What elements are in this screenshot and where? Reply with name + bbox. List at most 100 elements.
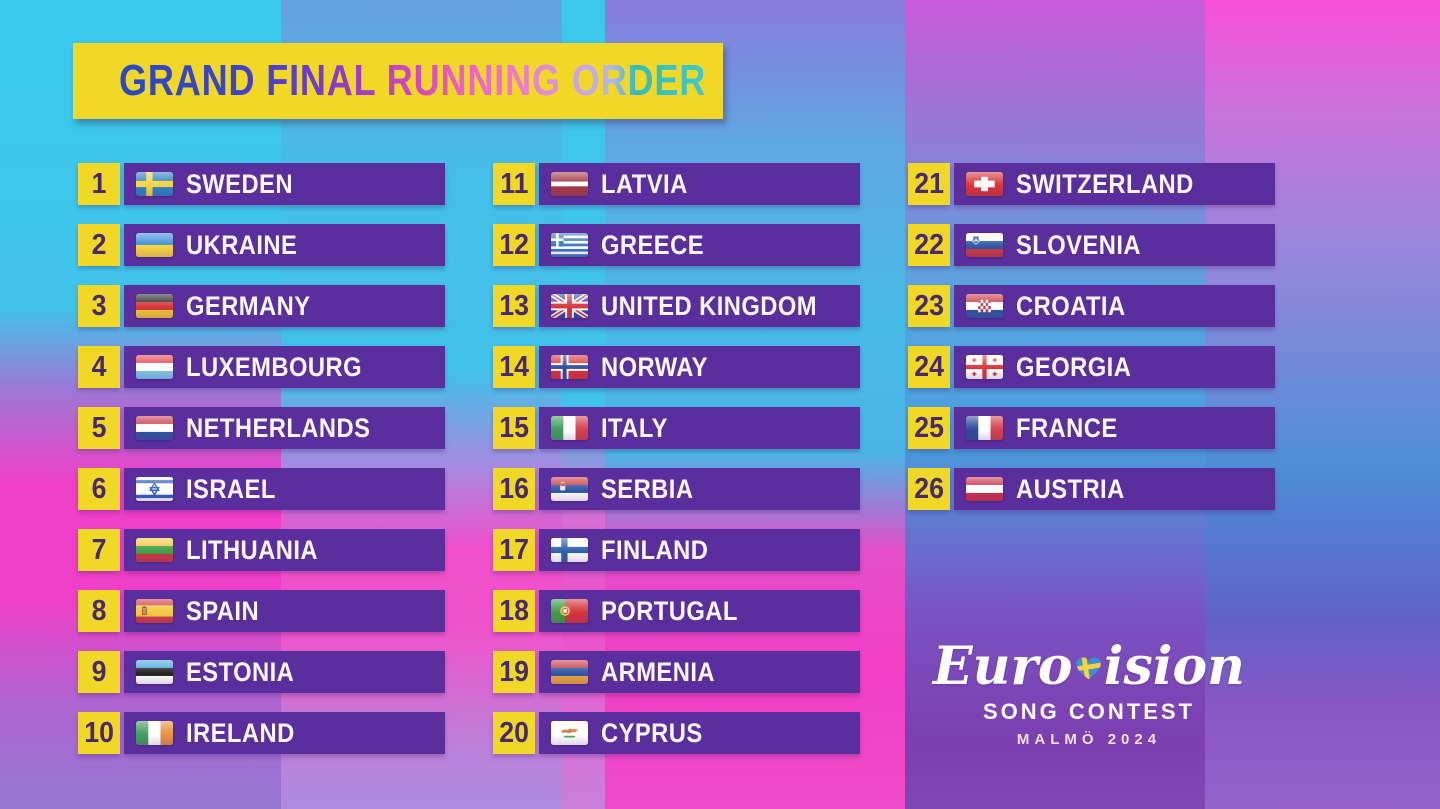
entry-bar: AUSTRIA bbox=[954, 468, 1275, 510]
entry-bar: FINLAND bbox=[539, 529, 860, 571]
ukraine-flag-icon bbox=[136, 233, 173, 257]
entry-number: 3 bbox=[78, 285, 120, 327]
greece-flag-icon bbox=[551, 233, 588, 257]
entry-number: 13 bbox=[493, 285, 535, 327]
entry-row: 17 FINLAND bbox=[493, 529, 860, 571]
entry-bar: UKRAINE bbox=[124, 224, 445, 266]
title-banner: GRAND FINAL RUNNING ORDER bbox=[73, 43, 723, 119]
entry-bar: ITALY bbox=[539, 407, 860, 449]
entry-number: 4 bbox=[78, 346, 120, 388]
country-label: SPAIN bbox=[186, 595, 260, 626]
entry-bar: ISRAEL bbox=[124, 468, 445, 510]
entry-bar: FRANCE bbox=[954, 407, 1275, 449]
entry-bar: SPAIN bbox=[124, 590, 445, 632]
entry-row: 16 SERBIA bbox=[493, 468, 860, 510]
united-kingdom-flag-icon bbox=[551, 294, 588, 318]
country-label: FRANCE bbox=[1016, 412, 1118, 443]
netherlands-flag-icon bbox=[136, 416, 173, 440]
entry-number: 10 bbox=[78, 712, 120, 754]
country-label: GEORGIA bbox=[1016, 351, 1132, 382]
entry-number: 11 bbox=[493, 163, 535, 205]
country-label: SWEDEN bbox=[186, 168, 293, 199]
entry-number: 20 bbox=[493, 712, 535, 754]
eurovision-logo: Euro ision SONG CONTEST MALMÖ 2024 bbox=[933, 641, 1245, 749]
entry-row: 4 LUXEMBOURG bbox=[78, 346, 445, 388]
entry-bar: ARMENIA bbox=[539, 651, 860, 693]
entry-row: 15 ITALY bbox=[493, 407, 860, 449]
entry-number: 14 bbox=[493, 346, 535, 388]
entry-bar: UNITED KINGDOM bbox=[539, 285, 860, 327]
entry-row: 23 CROATIA bbox=[908, 285, 1275, 327]
entry-bar: SWEDEN bbox=[124, 163, 445, 205]
entry-number: 26 bbox=[908, 468, 950, 510]
entry-number: 2 bbox=[78, 224, 120, 266]
entry-bar: LITHUANIA bbox=[124, 529, 445, 571]
entry-row: 9 ESTONIA bbox=[78, 651, 445, 693]
slovenia-flag-icon bbox=[966, 233, 1003, 257]
entry-number: 1 bbox=[78, 163, 120, 205]
entry-number: 24 bbox=[908, 346, 950, 388]
lithuania-flag-icon bbox=[136, 538, 173, 562]
switzerland-flag-icon bbox=[966, 172, 1003, 196]
cyprus-flag-icon bbox=[551, 721, 588, 745]
entry-row: 24 GEORGIA bbox=[908, 346, 1275, 388]
entry-number: 17 bbox=[493, 529, 535, 571]
serbia-flag-icon bbox=[551, 477, 588, 501]
italy-flag-icon bbox=[551, 416, 588, 440]
entry-row: 26 AUSTRIA bbox=[908, 468, 1275, 510]
portugal-flag-icon bbox=[551, 599, 588, 623]
entry-bar: GERMANY bbox=[124, 285, 445, 327]
spain-flag-icon bbox=[136, 599, 173, 623]
entry-bar: LATVIA bbox=[539, 163, 860, 205]
entry-bar: CROATIA bbox=[954, 285, 1275, 327]
entry-bar: SWITZERLAND bbox=[954, 163, 1275, 205]
song-contest-label: SONG CONTEST bbox=[982, 699, 1195, 724]
entry-bar: NORWAY bbox=[539, 346, 860, 388]
armenia-flag-icon bbox=[551, 660, 588, 684]
entry-row: 20 CYPRUS bbox=[493, 712, 860, 754]
entry-number: 23 bbox=[908, 285, 950, 327]
germany-flag-icon bbox=[136, 294, 173, 318]
norway-flag-icon bbox=[551, 355, 588, 379]
country-label: CYPRUS bbox=[601, 717, 703, 748]
country-label: ESTONIA bbox=[186, 656, 295, 687]
georgia-flag-icon bbox=[966, 355, 1003, 379]
country-label: GERMANY bbox=[186, 290, 311, 321]
sweden-flag-icon bbox=[136, 172, 173, 196]
country-label: LATVIA bbox=[601, 168, 688, 199]
latvia-flag-icon bbox=[551, 172, 588, 196]
country-label: LITHUANIA bbox=[186, 534, 318, 565]
entry-row: 18 PORTUGAL bbox=[493, 590, 860, 632]
entry-number: 22 bbox=[908, 224, 950, 266]
country-label: UKRAINE bbox=[186, 229, 298, 260]
entry-bar: GEORGIA bbox=[954, 346, 1275, 388]
israel-flag-icon bbox=[136, 477, 173, 501]
country-label: NORWAY bbox=[601, 351, 708, 382]
swedish-flag-heart-icon bbox=[1075, 657, 1101, 680]
entry-bar: IRELAND bbox=[124, 712, 445, 754]
country-label: AUSTRIA bbox=[1016, 473, 1125, 504]
running-order-column-1: 1 SWEDEN 2 UKRAINE 3 GERMANY 4 LUXEMBOURG 5 NETHE… bbox=[78, 163, 445, 773]
country-label: PORTUGAL bbox=[601, 595, 738, 626]
ireland-flag-icon bbox=[136, 721, 173, 745]
country-label: SERBIA bbox=[601, 473, 694, 504]
entry-row: 12 GREECE bbox=[493, 224, 860, 266]
estonia-flag-icon bbox=[136, 660, 173, 684]
country-label: IRELAND bbox=[186, 717, 295, 748]
page-title: GRAND FINAL RUNNING ORDER bbox=[119, 56, 707, 105]
entry-row: 25 FRANCE bbox=[908, 407, 1275, 449]
entry-row: 10 IRELAND bbox=[78, 712, 445, 754]
running-order-column-2: 11 LATVIA 12 GREECE 13 UNITED KINGDOM 14 NORWAY… bbox=[493, 163, 860, 773]
entry-bar: NETHERLANDS bbox=[124, 407, 445, 449]
entry-row: 11 LATVIA bbox=[493, 163, 860, 205]
entry-row: 3 GERMANY bbox=[78, 285, 445, 327]
country-label: GREECE bbox=[601, 229, 704, 260]
entry-bar: PORTUGAL bbox=[539, 590, 860, 632]
entry-number: 25 bbox=[908, 407, 950, 449]
entry-row: 7 LITHUANIA bbox=[78, 529, 445, 571]
entry-row: 13 UNITED KINGDOM bbox=[493, 285, 860, 327]
entry-number: 16 bbox=[493, 468, 535, 510]
host-city-year-label: MALMÖ 2024 bbox=[1016, 731, 1162, 748]
country-label: LUXEMBOURG bbox=[186, 351, 362, 382]
